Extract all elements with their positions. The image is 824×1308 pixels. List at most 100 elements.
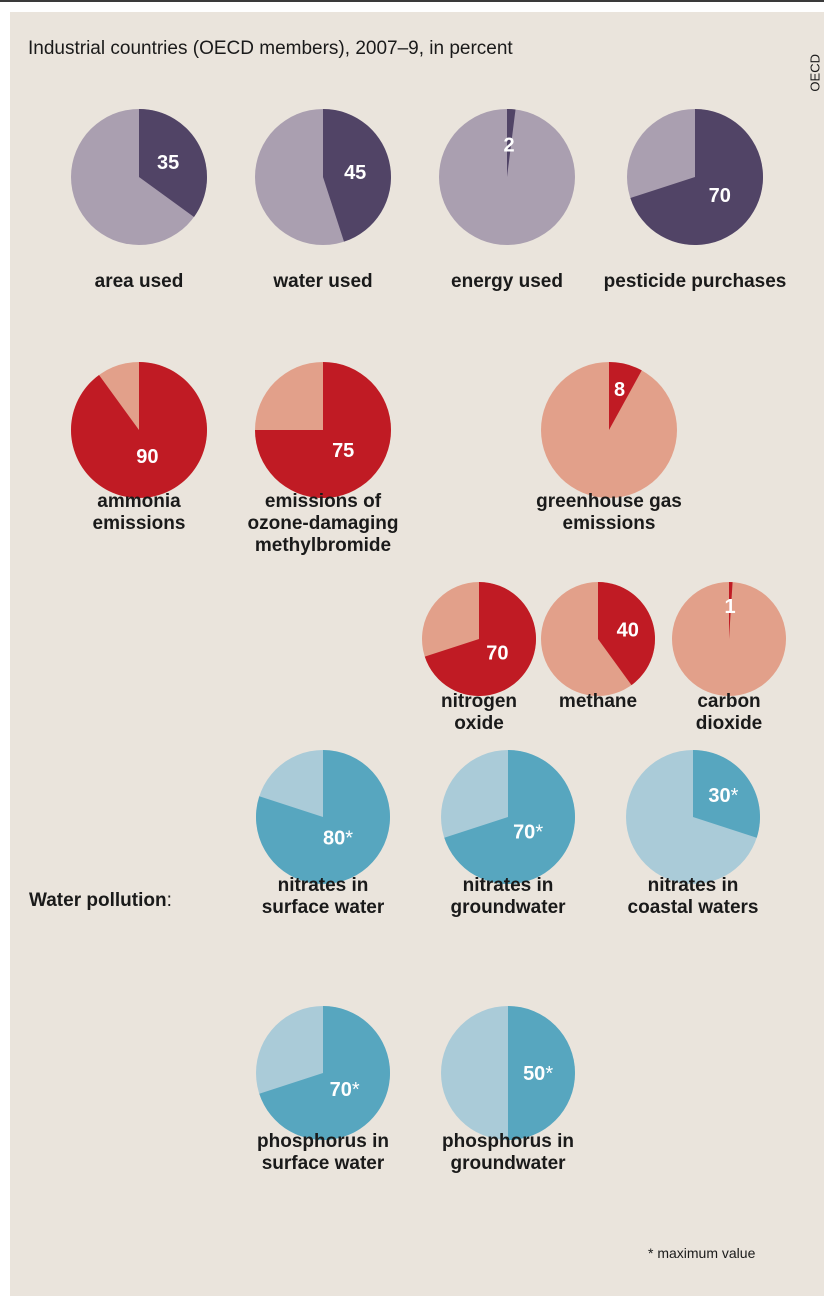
pie-slice-greenhouse [609, 362, 642, 430]
caption-line: groundwater [450, 1153, 566, 1174]
pie-greenhouse: 8 greenhouse gas emissions [536, 362, 682, 534]
caption-line: ozone-damaging [248, 513, 399, 534]
value-number: 70 [709, 185, 731, 207]
caption-nitr_ground: nitrates in groundwater [450, 875, 566, 918]
value-number: 70 [513, 822, 535, 844]
value-label-methane: 40 [617, 619, 639, 641]
caption-phos_surface: phosphorus in surface water [257, 1131, 389, 1174]
caption-nitr_surface: nitrates in surface water [262, 875, 385, 918]
caption-line: surface water [262, 1153, 385, 1174]
value-number: 45 [344, 162, 366, 184]
pie-slice-methylbromide [255, 362, 391, 498]
water-pollution-heading: Water pollution: [29, 890, 172, 911]
asterisk-mark: * [345, 828, 353, 850]
pie-slice-phos_surface [259, 1006, 391, 1140]
value-number: 8 [614, 379, 625, 401]
caption-line: methane [559, 691, 637, 712]
caption-ammonia: ammonia emissions [93, 491, 186, 534]
asterisk-mark: * [545, 1063, 553, 1085]
caption-greenhouse: greenhouse gas emissions [536, 491, 682, 534]
caption-line: pesticide purchases [604, 271, 787, 292]
pie-nitr_ground: 70* nitrates in groundwater [441, 750, 576, 918]
top-rule [0, 0, 824, 2]
pie-slice-nitr_surface [256, 750, 391, 884]
value-label-methylbromide: 75 [332, 440, 354, 462]
value-label-nitr_coastal: 30* [708, 785, 738, 807]
pie-slice-pesticide [630, 108, 764, 245]
value-number: 30 [708, 785, 730, 807]
value-number: 50 [523, 1063, 545, 1085]
value-label-co2: 1 [724, 596, 735, 618]
pie-chart-grid: Industrial countries (OECD members), 200… [28, 38, 823, 1261]
pie-phos_ground: 50* phosphorus in groundwater [441, 1006, 575, 1174]
pie-slice-co2 [729, 582, 733, 639]
pie-methane: 40 methane [541, 582, 655, 712]
caption-nitr_coastal: nitrates in coastal waters [628, 875, 759, 918]
pie-slice-ammonia [71, 362, 208, 499]
chart-subtitle: Industrial countries (OECD members), 200… [28, 38, 513, 59]
pie-nitr_surface: 80* nitrates in surface water [256, 750, 391, 918]
caption-methane: methane [559, 691, 637, 712]
caption-line: nitrates in [278, 875, 369, 896]
value-label-water: 45 [344, 162, 366, 184]
pie-slice-nitr_coastal [693, 750, 760, 838]
value-label-phos_surface: 70* [330, 1079, 360, 1101]
value-number: 40 [617, 619, 639, 641]
pie-methylbromide: 75 emissions of ozone-damaging methylbromid… [248, 362, 399, 556]
value-label-greenhouse: 8 [614, 379, 625, 401]
asterisk-mark: * [352, 1079, 360, 1101]
caption-energy: energy used [451, 271, 563, 292]
caption-line: greenhouse gas [536, 491, 682, 512]
pie-water: 45 water used [255, 109, 391, 292]
value-label-area: 35 [157, 152, 179, 174]
asterisk-mark: * [535, 822, 543, 844]
value-label-nitrogen: 70 [486, 642, 508, 664]
source-label: OECD [808, 54, 823, 92]
value-label-pesticide: 70 [709, 185, 731, 207]
value-number: 1 [724, 596, 735, 618]
pie-energy: 2 energy used [439, 109, 575, 292]
pie-co2: 1 carbon dioxide [672, 582, 786, 734]
value-number: 90 [136, 446, 158, 468]
pie-area: 35 area used [71, 109, 207, 292]
pie-slice-area [139, 109, 207, 217]
pie-slice-water [323, 109, 391, 242]
caption-line: surface water [262, 897, 385, 918]
pie-pesticide: 70 pesticide purchases [604, 108, 787, 292]
caption-phos_ground: phosphorus in groundwater [442, 1131, 574, 1174]
caption-line: phosphorus in [442, 1131, 574, 1152]
caption-line: dioxide [696, 713, 763, 734]
caption-line: area used [95, 271, 184, 292]
value-number: 80 [323, 828, 345, 850]
caption-line: emissions [563, 513, 656, 534]
caption-line: energy used [451, 271, 563, 292]
value-number: 2 [503, 134, 514, 156]
caption-line: water used [272, 271, 372, 292]
caption-nitrogen: nitrogen oxide [441, 691, 517, 734]
pie-nitrogen: 70 nitrogen oxide [422, 582, 537, 734]
value-label-energy: 2 [503, 134, 514, 156]
caption-line: phosphorus in [257, 1131, 389, 1152]
caption-methylbromide: emissions of ozone-damaging methylbromide [248, 491, 399, 556]
value-number: 75 [332, 440, 354, 462]
caption-line: carbon [697, 691, 760, 712]
pies-layer: 35 area used 45 water used 2 energy used 70 pes… [71, 108, 787, 1174]
caption-line: emissions of [265, 491, 382, 512]
pie-slice-nitrogen [424, 582, 537, 696]
section-label: Water pollution [29, 890, 167, 911]
footnote: * maximum value [648, 1245, 756, 1261]
asterisk-mark: * [731, 785, 739, 807]
pie-slice-phos_ground [508, 1006, 575, 1140]
caption-line: methylbromide [255, 535, 391, 556]
pie-slice-nitr_ground [444, 750, 576, 885]
pie-slice-energy [507, 109, 516, 177]
caption-line: emissions [93, 513, 186, 534]
value-number: 70 [330, 1079, 352, 1101]
value-label-ammonia: 90 [136, 446, 158, 468]
caption-line: oxide [454, 713, 504, 734]
pie-ammonia: 90 ammonia emissions [71, 362, 208, 534]
caption-line: ammonia [97, 491, 181, 512]
caption-pesticide: pesticide purchases [604, 271, 787, 292]
caption-line: nitrogen [441, 691, 517, 712]
caption-line: coastal waters [628, 897, 759, 918]
